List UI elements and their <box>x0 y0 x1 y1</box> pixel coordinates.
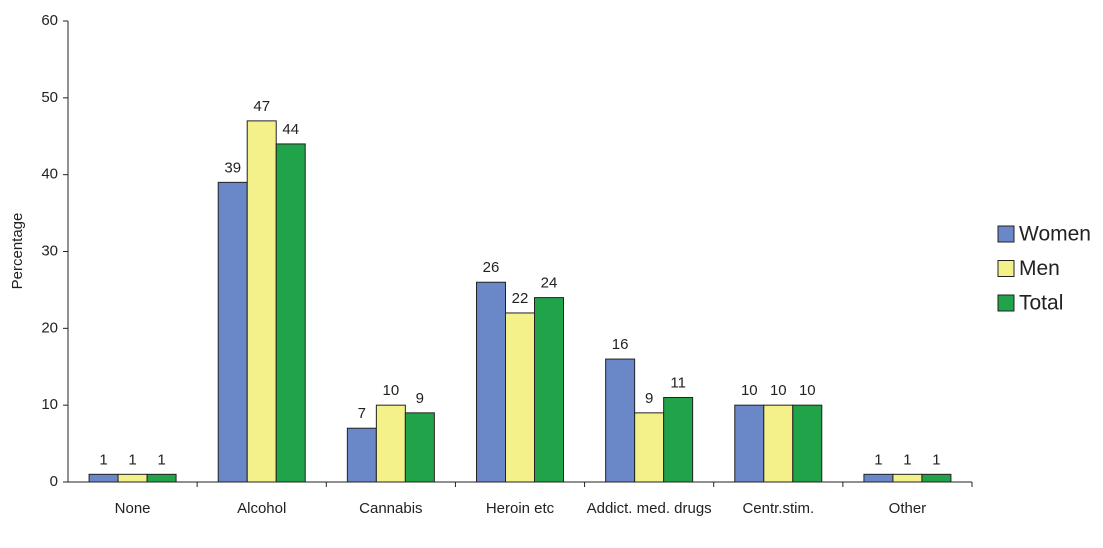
y-tick-label: 20 <box>41 319 58 336</box>
value-label: 11 <box>670 374 686 391</box>
y-axis-label: Percentage <box>9 213 26 290</box>
value-label: 10 <box>741 382 758 399</box>
bar <box>734 404 765 483</box>
x-tick-label: Addict. med. drugs <box>587 500 712 517</box>
y-tick-label: 10 <box>41 396 58 413</box>
value-label: 1 <box>903 451 911 468</box>
x-tick-label: None <box>115 500 151 517</box>
value-label: 1 <box>128 451 136 468</box>
value-label: 22 <box>512 290 529 307</box>
bar <box>605 358 636 483</box>
x-tick-label: Centr.stim. <box>742 500 814 517</box>
x-tick-label: Cannabis <box>359 500 422 517</box>
y-tick-label: 0 <box>50 473 58 490</box>
y-tick-label: 40 <box>41 166 58 183</box>
value-label: 9 <box>645 390 653 407</box>
value-label: 26 <box>483 259 500 276</box>
value-label: 1 <box>99 451 107 468</box>
bar <box>117 473 148 483</box>
bar <box>246 120 277 483</box>
value-label: 10 <box>799 382 816 399</box>
bar <box>404 412 435 483</box>
bar <box>634 412 665 483</box>
bar <box>763 404 794 483</box>
legend-label: Total <box>1019 292 1063 315</box>
legend-label: Men <box>1019 257 1060 280</box>
bar <box>346 427 377 483</box>
bar <box>663 396 694 483</box>
bar <box>863 473 894 483</box>
bar <box>217 181 248 483</box>
legend-label: Women <box>1019 223 1091 246</box>
y-tick-label: 60 <box>41 12 58 29</box>
x-tick-label: Other <box>889 500 927 517</box>
value-label: 1 <box>874 451 882 468</box>
bar <box>505 312 535 483</box>
bar <box>146 473 177 483</box>
value-label: 16 <box>612 336 629 353</box>
value-label: 1 <box>157 451 165 468</box>
legend-swatch <box>997 260 1015 277</box>
y-tick-label: 50 <box>41 89 58 106</box>
x-tick-label: Heroin etc <box>486 500 555 517</box>
bar <box>88 473 119 483</box>
value-label: 10 <box>770 382 787 399</box>
y-tick-label: 30 <box>41 242 58 259</box>
bar <box>921 473 952 483</box>
bar <box>375 404 406 483</box>
value-label: 1 <box>932 451 940 468</box>
bar <box>534 297 564 483</box>
x-tick-label: Alcohol <box>237 500 286 517</box>
bar <box>892 473 923 483</box>
bar <box>275 143 306 483</box>
value-label: 39 <box>224 159 241 176</box>
legend-swatch <box>997 225 1015 243</box>
value-label: 7 <box>358 405 366 422</box>
legend-swatch <box>997 294 1015 312</box>
bar <box>792 404 823 483</box>
value-label: 44 <box>282 121 299 138</box>
value-label: 24 <box>541 275 558 292</box>
bar <box>476 281 506 483</box>
value-label: 10 <box>383 382 400 399</box>
value-label: 9 <box>416 390 424 407</box>
value-label: 47 <box>253 98 270 115</box>
